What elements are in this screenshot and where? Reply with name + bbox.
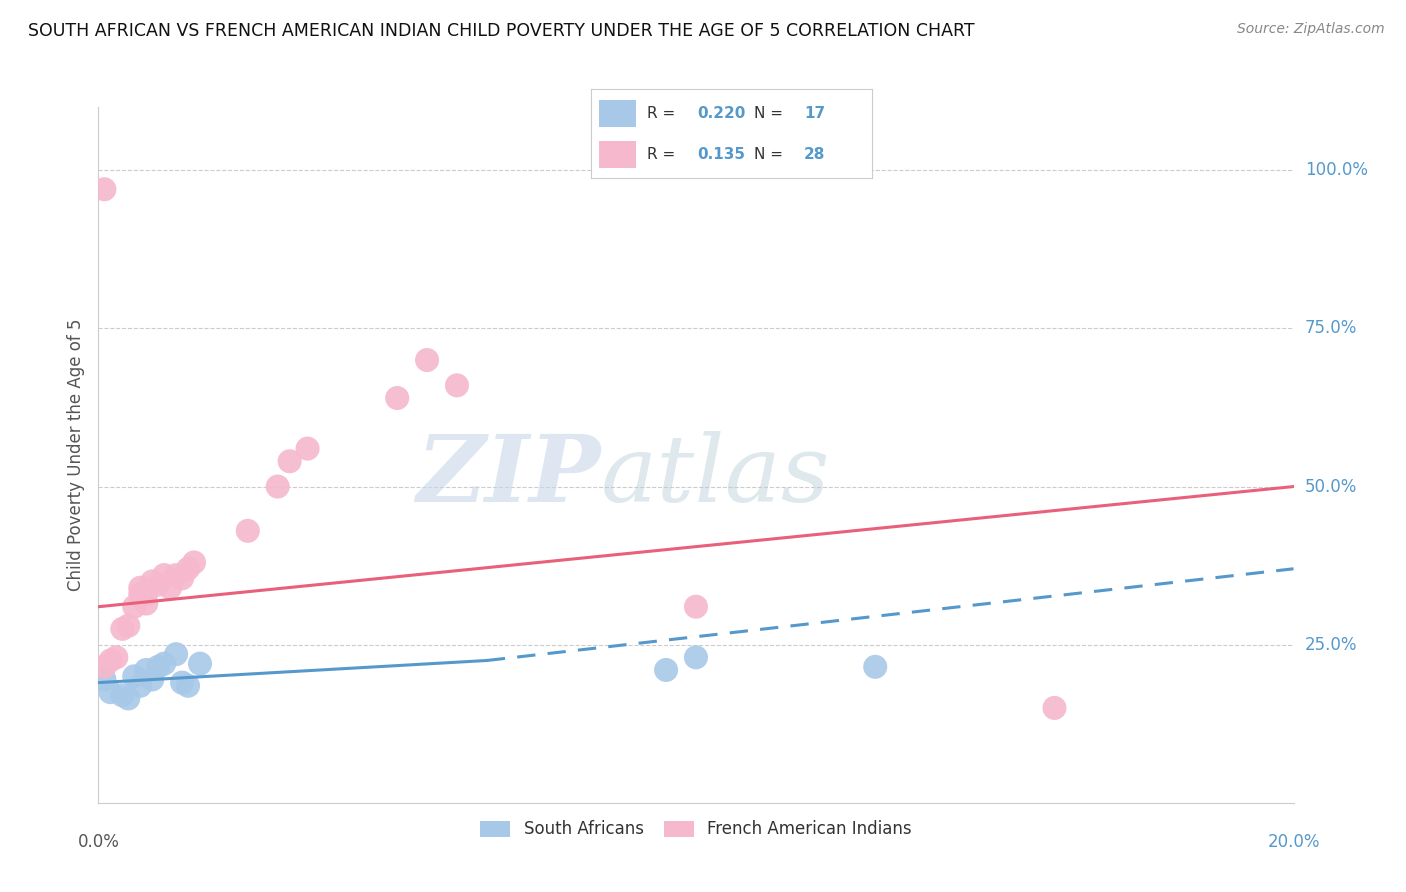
Text: Source: ZipAtlas.com: Source: ZipAtlas.com bbox=[1237, 22, 1385, 37]
Text: 50.0%: 50.0% bbox=[1305, 477, 1357, 496]
Point bbox=[148, 660, 170, 674]
Point bbox=[236, 524, 259, 538]
Point bbox=[117, 618, 139, 632]
Text: atlas: atlas bbox=[600, 431, 830, 521]
Text: 100.0%: 100.0% bbox=[1305, 161, 1368, 179]
Point bbox=[141, 574, 163, 589]
Text: SOUTH AFRICAN VS FRENCH AMERICAN INDIAN CHILD POVERTY UNDER THE AGE OF 5 CORRELA: SOUTH AFRICAN VS FRENCH AMERICAN INDIAN … bbox=[28, 22, 974, 40]
Point bbox=[135, 597, 157, 611]
Point bbox=[177, 679, 200, 693]
Point bbox=[297, 442, 319, 456]
Text: 28: 28 bbox=[804, 147, 825, 161]
Point bbox=[278, 454, 301, 468]
Point bbox=[685, 650, 707, 665]
Point bbox=[117, 691, 139, 706]
Y-axis label: Child Poverty Under the Age of 5: Child Poverty Under the Age of 5 bbox=[66, 318, 84, 591]
Point bbox=[105, 650, 128, 665]
Bar bbox=[599, 141, 636, 168]
Point bbox=[111, 688, 134, 702]
Text: R =: R = bbox=[647, 106, 681, 120]
Text: R =: R = bbox=[647, 147, 681, 161]
Point bbox=[655, 663, 678, 677]
Point bbox=[148, 577, 170, 591]
Point bbox=[385, 391, 409, 405]
Point bbox=[865, 660, 887, 674]
Point bbox=[135, 663, 157, 677]
Point bbox=[129, 581, 152, 595]
Point bbox=[165, 568, 187, 582]
Text: 75.0%: 75.0% bbox=[1305, 319, 1357, 337]
Point bbox=[153, 657, 176, 671]
Point bbox=[98, 685, 122, 699]
Point bbox=[124, 669, 146, 683]
Text: 25.0%: 25.0% bbox=[1305, 636, 1357, 654]
Text: ZIP: ZIP bbox=[416, 431, 600, 521]
Point bbox=[177, 562, 200, 576]
Text: 20.0%: 20.0% bbox=[1267, 833, 1320, 851]
Point bbox=[267, 479, 290, 493]
Point bbox=[685, 599, 707, 614]
Text: 0.220: 0.220 bbox=[697, 106, 745, 120]
Point bbox=[111, 622, 134, 636]
Point bbox=[129, 587, 152, 601]
Point bbox=[98, 653, 122, 667]
Point bbox=[172, 571, 194, 585]
Point bbox=[93, 660, 115, 674]
Point bbox=[124, 599, 146, 614]
Point bbox=[188, 657, 211, 671]
Point bbox=[1043, 701, 1066, 715]
Legend: South Africans, French American Indians: South Africans, French American Indians bbox=[472, 812, 920, 847]
Point bbox=[141, 673, 163, 687]
Text: 17: 17 bbox=[804, 106, 825, 120]
Text: N =: N = bbox=[754, 147, 787, 161]
Point bbox=[446, 378, 468, 392]
Point bbox=[416, 353, 439, 368]
Point bbox=[153, 568, 176, 582]
Text: 0.0%: 0.0% bbox=[77, 833, 120, 851]
Text: 0.135: 0.135 bbox=[697, 147, 745, 161]
Point bbox=[93, 673, 115, 687]
Text: N =: N = bbox=[754, 106, 787, 120]
Bar bbox=[599, 100, 636, 127]
Point bbox=[172, 675, 194, 690]
Point bbox=[183, 556, 205, 570]
Point bbox=[165, 647, 187, 661]
Point bbox=[135, 587, 157, 601]
Point bbox=[129, 679, 152, 693]
Point bbox=[93, 182, 115, 196]
Point bbox=[159, 581, 181, 595]
